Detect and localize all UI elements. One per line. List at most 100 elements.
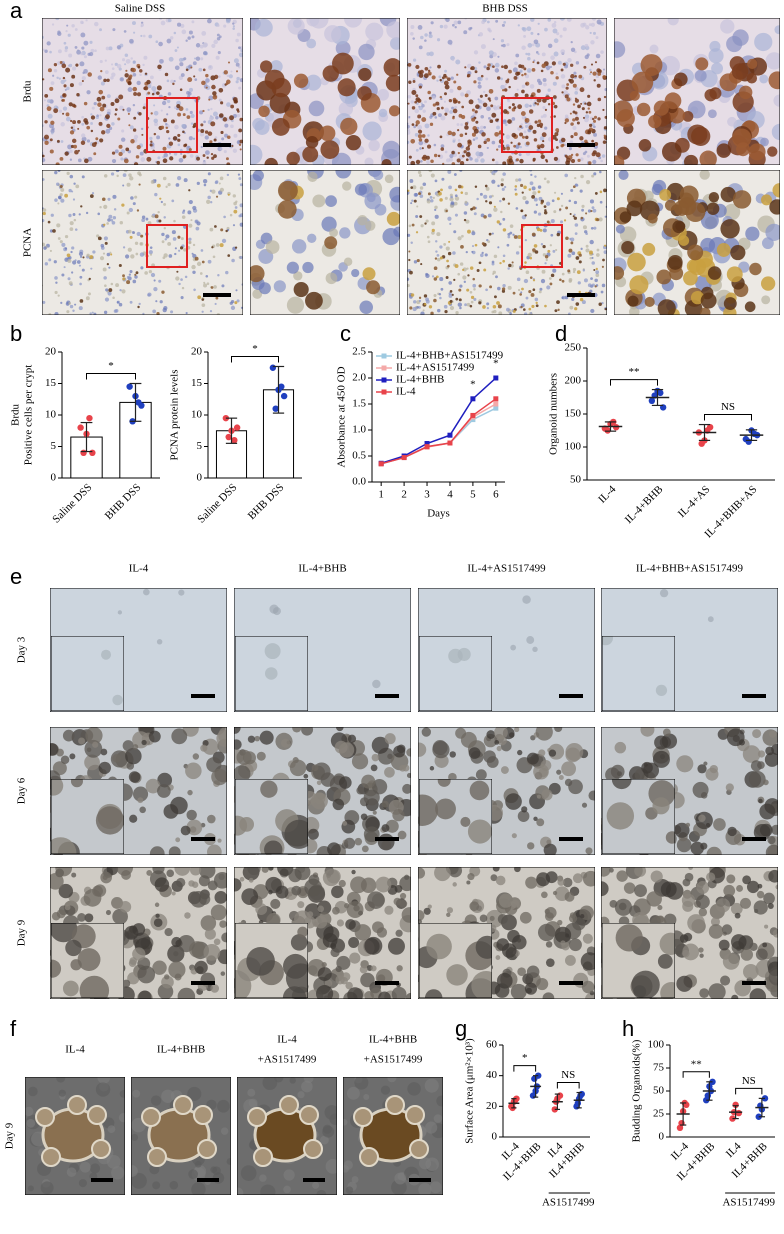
image-blob xyxy=(324,1105,337,1120)
x-tick-label: 4 xyxy=(447,489,453,501)
image-blob xyxy=(215,115,219,120)
image-blob xyxy=(386,21,400,39)
image-blob xyxy=(320,772,336,787)
image-blob xyxy=(122,277,126,281)
image-blob xyxy=(421,117,427,123)
image-blob xyxy=(437,779,451,787)
image-blob xyxy=(81,115,85,119)
image-blob xyxy=(503,109,508,114)
image-blob xyxy=(492,65,495,69)
image-blob xyxy=(574,116,579,121)
image-blob xyxy=(128,173,132,177)
image-blob xyxy=(544,255,549,259)
image-blob xyxy=(184,143,188,147)
image-blob xyxy=(349,952,361,964)
image-blob xyxy=(486,306,490,310)
image-blob xyxy=(557,308,560,311)
image-blob xyxy=(141,218,146,223)
image-blob xyxy=(225,270,229,275)
image-blob xyxy=(231,144,234,148)
image-blob xyxy=(528,188,532,191)
image-blob xyxy=(221,137,225,141)
image-blob xyxy=(531,43,535,47)
comparison-bracket xyxy=(86,373,136,380)
image-blob xyxy=(239,148,242,151)
image-blob xyxy=(177,133,181,137)
image-blob xyxy=(590,209,593,213)
image-blob xyxy=(549,244,552,247)
image-blob xyxy=(492,304,497,309)
image-blob xyxy=(81,122,85,126)
organoid-bud xyxy=(385,1095,405,1115)
image-blob xyxy=(51,779,64,796)
image-blob xyxy=(488,99,492,102)
image-blob xyxy=(470,207,473,211)
image-blob xyxy=(640,54,663,77)
legend-marker xyxy=(381,377,387,383)
image-blob xyxy=(520,111,526,116)
image-blob xyxy=(711,62,723,75)
image-blob xyxy=(231,119,234,123)
image-blob xyxy=(49,149,54,154)
annotation: * xyxy=(493,358,499,370)
image-blob xyxy=(530,31,534,35)
image-blob xyxy=(238,128,243,133)
image-blob xyxy=(161,1089,175,1103)
image-blob xyxy=(458,288,462,292)
image-blob xyxy=(72,66,77,71)
image-blob xyxy=(775,884,778,890)
image-blob xyxy=(129,235,133,239)
image-blob xyxy=(157,64,162,70)
image-blob xyxy=(592,71,597,76)
image-blob xyxy=(433,266,438,271)
image-blob xyxy=(654,735,669,750)
image-blob xyxy=(420,311,425,315)
image-blob xyxy=(486,137,491,142)
image-blob xyxy=(130,139,135,144)
image-blob xyxy=(404,874,410,880)
image-blob xyxy=(687,244,704,261)
image-blob xyxy=(595,36,599,40)
image-blob xyxy=(90,267,93,270)
image-blob xyxy=(513,75,518,80)
image-blob xyxy=(190,113,195,119)
image-blob xyxy=(132,60,136,65)
image-blob xyxy=(424,989,443,998)
image-blob xyxy=(515,144,520,149)
image-blob xyxy=(436,254,440,257)
image-blob xyxy=(473,80,477,84)
image-blob xyxy=(536,872,551,887)
image-blob xyxy=(99,106,105,112)
image-blob xyxy=(205,86,208,89)
image-blob xyxy=(149,136,153,141)
image-blob xyxy=(417,134,423,139)
image-blob xyxy=(140,266,144,270)
image-blob xyxy=(676,975,693,992)
image-blob xyxy=(542,992,555,999)
y-tick-label: 2.5 xyxy=(352,346,366,358)
image-blob xyxy=(305,74,322,91)
image-blob xyxy=(293,281,309,298)
image-blob xyxy=(143,86,149,91)
image-blob xyxy=(572,103,576,106)
image-blob xyxy=(287,18,305,35)
image-blob xyxy=(716,243,731,257)
data-point xyxy=(80,449,87,456)
image-blob xyxy=(171,891,176,896)
image-blob xyxy=(587,209,592,213)
image-blob xyxy=(488,50,494,56)
y-tick-label: 250 xyxy=(565,342,582,354)
image-blob xyxy=(181,211,185,214)
comparison-bracket xyxy=(704,414,752,421)
image-blob xyxy=(381,800,389,808)
image-blob xyxy=(140,127,144,131)
image-blob xyxy=(79,255,83,258)
x-tick-label: IL-4+AS xyxy=(676,483,713,520)
image-blob xyxy=(444,112,448,116)
image-blob xyxy=(305,136,319,149)
image-blob xyxy=(247,1088,256,1097)
image-blob xyxy=(206,757,222,773)
image-blob xyxy=(518,153,522,157)
image-blob xyxy=(47,99,51,103)
image-blob xyxy=(114,149,119,154)
